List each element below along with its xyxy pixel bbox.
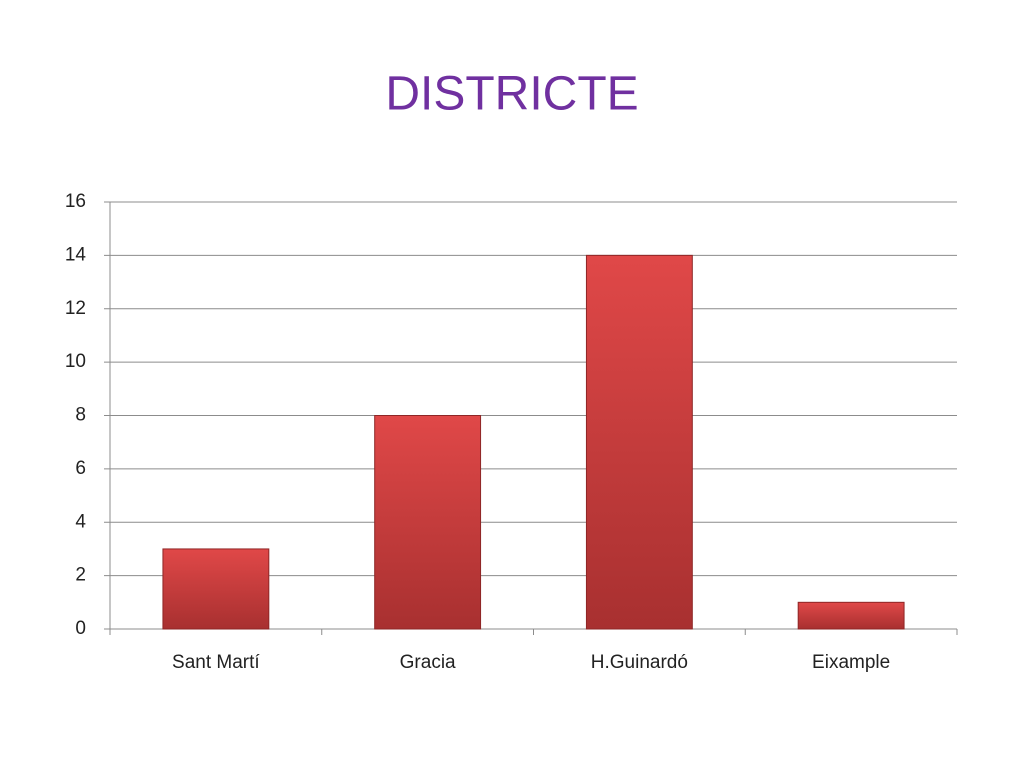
x-tick-label: Gracia [400,652,456,673]
bar [797,601,905,630]
y-tick-label: 16 [65,191,86,212]
y-tick-label: 2 [75,565,86,586]
y-tick-label: 6 [75,458,86,479]
x-tick-label: Eixample [812,652,890,673]
bar [162,548,270,630]
chart-title: DISTRICTE [385,68,638,121]
x-tick-label: Sant Martí [172,652,260,673]
y-tick-label: 10 [65,351,86,372]
bar [374,415,482,630]
y-tick-label: 12 [65,298,86,319]
y-tick-label: 8 [75,405,86,426]
y-tick-label: 4 [75,511,86,532]
x-tick-label: H.Guinardó [591,652,688,673]
y-tick-label: 0 [75,618,86,639]
bar [585,254,693,630]
y-tick-label: 14 [65,244,87,265]
